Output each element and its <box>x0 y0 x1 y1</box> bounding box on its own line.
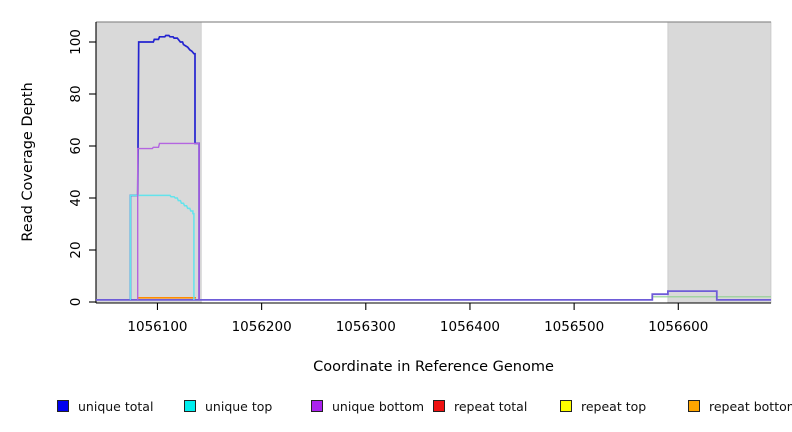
y-axis-title: Read Coverage Depth <box>20 82 36 242</box>
legend-item-repeat-top: repeat top <box>560 398 646 414</box>
series-unique-total <box>129 34 200 300</box>
series-unique-bottom <box>136 142 200 300</box>
legend-item-repeat-total: repeat total <box>433 398 527 414</box>
legend-label: repeat top <box>581 398 647 414</box>
legend-swatch-icon <box>57 400 69 412</box>
series-baseline-and-right-bump <box>96 290 771 301</box>
legend-item-repeat-bottom: repeat bottom <box>688 398 792 414</box>
x-tick-label: 1056300 <box>336 319 396 335</box>
y-tick-label: 100 <box>68 29 84 55</box>
shaded-region-right <box>667 21 772 304</box>
shaded-region-left <box>95 21 202 304</box>
y-tick-label: 80 <box>68 85 84 102</box>
x-tick-label: 1056600 <box>648 319 708 335</box>
legend-swatch-icon <box>560 400 572 412</box>
x-tick-label: 1056500 <box>544 319 604 335</box>
legend-label: unique total <box>78 398 154 414</box>
legend-item-unique-total: unique total <box>57 398 153 414</box>
x-axis-title: Coordinate in Reference Genome <box>313 359 554 375</box>
y-tick-label: 40 <box>68 189 84 206</box>
legend-swatch-icon <box>433 400 445 412</box>
y-tick-label: 0 <box>68 298 84 307</box>
legend-swatch-icon <box>688 400 700 412</box>
legend-item-unique-bottom: unique bottom <box>311 398 424 414</box>
legend-label: unique bottom <box>332 398 425 414</box>
legend: unique total unique top unique bottom repea… <box>0 398 792 418</box>
legend-swatch-icon <box>184 400 196 412</box>
y-tick-label: 60 <box>68 137 84 154</box>
series-unique-top <box>129 194 195 300</box>
y-tick-label: 20 <box>68 241 84 258</box>
legend-swatch-icon <box>311 400 323 412</box>
legend-item-unique-top: unique top <box>184 398 272 414</box>
legend-label: repeat total <box>454 398 528 414</box>
legend-label: unique top <box>205 398 273 414</box>
x-tick-label: 1056400 <box>440 319 500 335</box>
x-tick-label: 1056200 <box>232 319 292 335</box>
x-tick-label: 1056100 <box>127 319 187 335</box>
legend-label: repeat bottom <box>709 398 792 414</box>
